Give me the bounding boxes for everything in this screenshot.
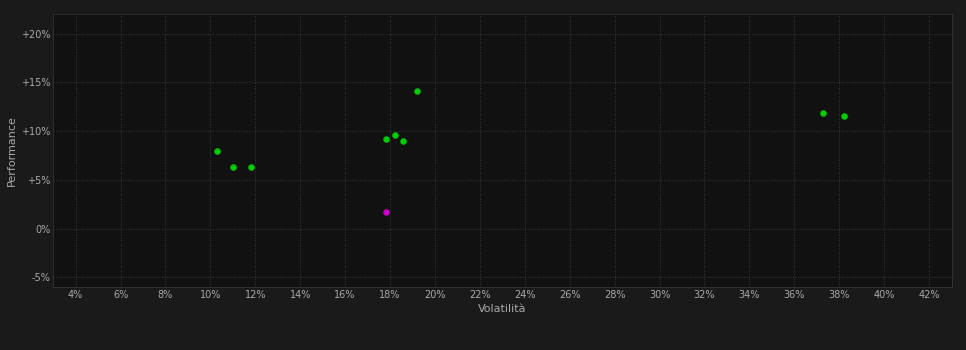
Point (378, 209, 393, 215)
Point (410, 88, 425, 94)
Point (225, 164, 241, 170)
Point (836, 114, 851, 119)
Point (815, 111, 831, 116)
Point (243, 164, 259, 170)
Point (378, 136, 393, 142)
X-axis label: Volatilità: Volatilità (478, 304, 526, 314)
Point (210, 149, 225, 154)
Point (396, 138, 412, 144)
Y-axis label: Performance: Performance (7, 115, 16, 186)
Point (386, 132, 402, 138)
